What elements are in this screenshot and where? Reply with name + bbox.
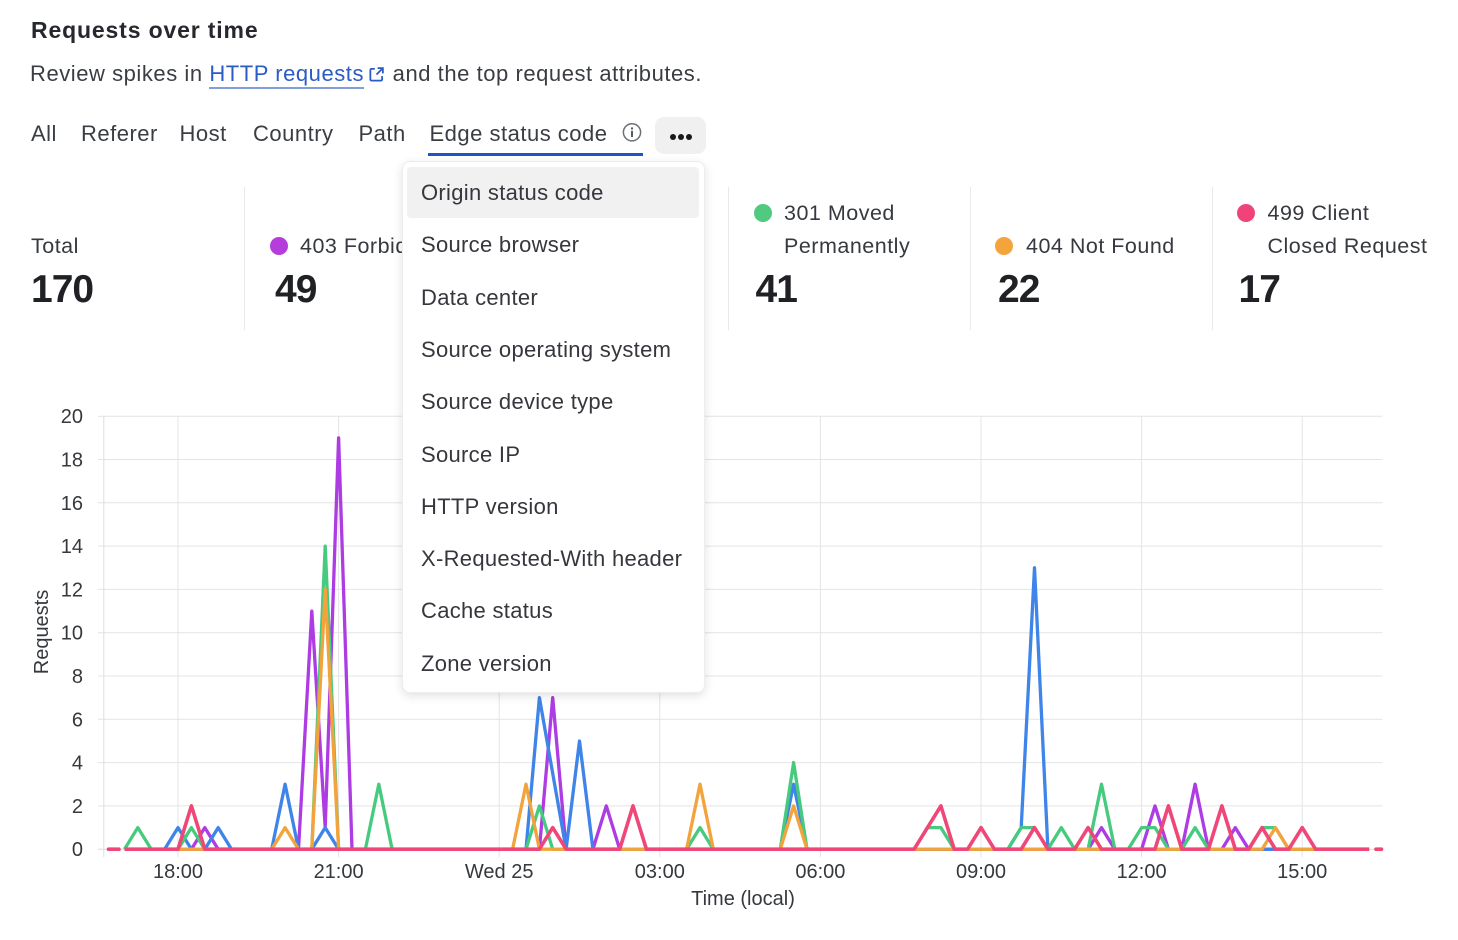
svg-text:16: 16 — [61, 493, 83, 515]
svg-text:Time (local): Time (local) — [691, 888, 795, 910]
svg-text:2: 2 — [72, 796, 83, 818]
svg-text:6: 6 — [72, 709, 83, 731]
svg-text:03:00: 03:00 — [635, 861, 685, 883]
svg-text:14: 14 — [61, 536, 83, 558]
svg-text:8: 8 — [72, 666, 83, 688]
svg-text:09:00: 09:00 — [956, 861, 1006, 883]
svg-text:12:00: 12:00 — [1117, 861, 1167, 883]
svg-text:06:00: 06:00 — [795, 861, 845, 883]
svg-text:15:00: 15:00 — [1277, 861, 1327, 883]
svg-text:12: 12 — [61, 579, 83, 601]
svg-text:18:00: 18:00 — [153, 861, 203, 883]
svg-text:20: 20 — [61, 406, 83, 428]
svg-text:Requests: Requests — [31, 590, 53, 675]
svg-text:4: 4 — [72, 753, 83, 775]
svg-text:10: 10 — [61, 623, 83, 645]
svg-text:18: 18 — [61, 450, 83, 472]
svg-text:21:00: 21:00 — [314, 861, 364, 883]
svg-text:0: 0 — [72, 839, 83, 861]
svg-text:Wed 25: Wed 25 — [465, 861, 534, 883]
